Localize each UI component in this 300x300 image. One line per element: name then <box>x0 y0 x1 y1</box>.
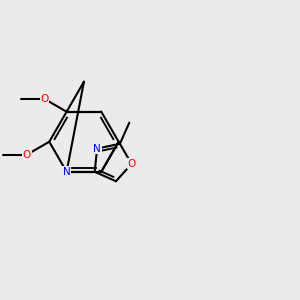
Text: N: N <box>63 167 70 177</box>
Text: O: O <box>128 159 136 169</box>
Text: O: O <box>40 94 48 104</box>
Text: O: O <box>23 150 31 160</box>
Text: N: N <box>93 144 101 154</box>
